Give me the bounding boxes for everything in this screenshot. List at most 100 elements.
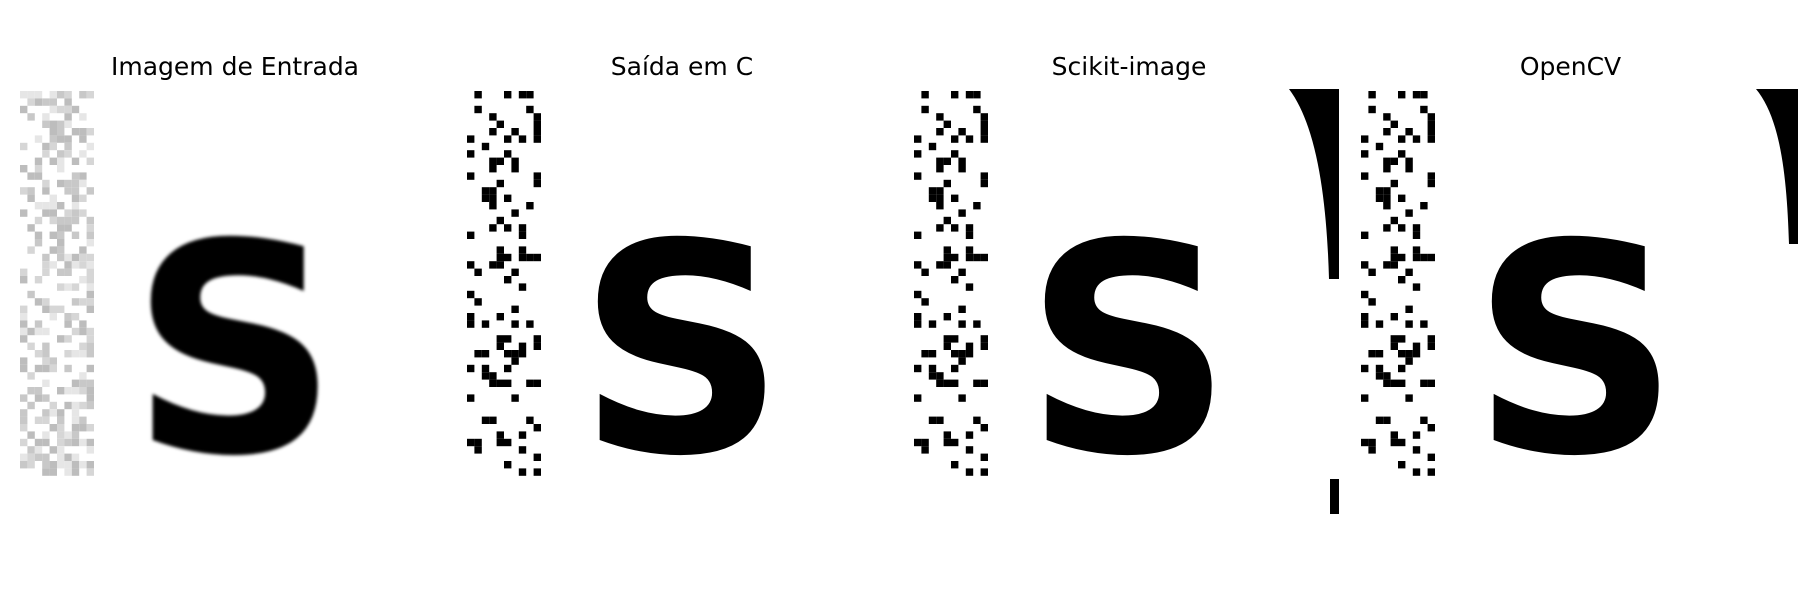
noise-pixel bbox=[481, 416, 490, 424]
noise-pixel bbox=[1427, 113, 1435, 121]
noise-pixel bbox=[86, 216, 94, 225]
noise-pixel bbox=[79, 91, 87, 99]
noise-pixel bbox=[958, 165, 966, 173]
noise-pixel bbox=[1361, 261, 1369, 269]
noise-pixel bbox=[504, 135, 512, 143]
noise-pixel bbox=[1375, 350, 1384, 358]
noise-pixel bbox=[57, 202, 65, 210]
noise-pixel bbox=[49, 98, 57, 106]
noise-pixel bbox=[1412, 468, 1421, 476]
noise-pixel bbox=[474, 298, 482, 306]
noise-pixel bbox=[951, 438, 959, 447]
noise-pixel bbox=[496, 313, 504, 321]
noise-pixel bbox=[34, 276, 43, 284]
noise-pixel bbox=[951, 253, 959, 262]
noise-pixel bbox=[1368, 105, 1376, 114]
noise-pixel bbox=[20, 209, 28, 217]
noise-pixel bbox=[951, 364, 959, 373]
noise-pixel bbox=[27, 453, 35, 461]
noise-pixel bbox=[34, 231, 43, 239]
noise-pixel bbox=[958, 268, 966, 276]
noise-pixel bbox=[481, 372, 490, 380]
noise-pixel bbox=[49, 461, 57, 469]
noise-pixel bbox=[34, 298, 43, 306]
noise-pixel bbox=[936, 372, 944, 380]
noise-pixel bbox=[57, 253, 65, 262]
noise-pixel bbox=[1383, 416, 1391, 424]
noise-pixel bbox=[973, 253, 981, 262]
noise-pixel bbox=[64, 335, 72, 343]
noise-pixel bbox=[489, 261, 497, 269]
noise-pixel bbox=[64, 179, 72, 188]
noise-pixel bbox=[1405, 268, 1413, 276]
noise-pixel bbox=[1398, 194, 1406, 202]
noise-pixel bbox=[481, 364, 490, 373]
noise-pixel bbox=[49, 231, 57, 239]
noise-pixel bbox=[1368, 268, 1376, 276]
noise-pixel bbox=[49, 194, 57, 202]
noise-pixel bbox=[42, 416, 50, 424]
noise-pixel bbox=[20, 91, 28, 99]
noise-pixel bbox=[71, 401, 80, 410]
noise-pixel bbox=[958, 394, 966, 402]
noise-pixel bbox=[71, 409, 80, 417]
noise-pixel bbox=[86, 446, 94, 454]
noise-pixel bbox=[936, 416, 944, 424]
noise-pixel bbox=[1420, 202, 1428, 210]
noise-pixel bbox=[958, 157, 966, 165]
noise-pixel bbox=[973, 91, 981, 99]
noise-pixel bbox=[57, 105, 65, 114]
noise-pixel bbox=[27, 387, 35, 395]
noise-pixel bbox=[496, 431, 504, 439]
noise-pixel bbox=[57, 283, 65, 291]
noise-pixel bbox=[27, 290, 35, 299]
noise-pixel bbox=[1368, 446, 1376, 454]
noise-column bbox=[914, 91, 988, 476]
noise-pixel bbox=[71, 172, 80, 180]
noise-pixel bbox=[79, 246, 87, 254]
noise-pixel bbox=[1427, 172, 1435, 180]
noise-pixel bbox=[1390, 179, 1398, 188]
noise-pixel bbox=[936, 194, 944, 202]
noise-pixel bbox=[526, 379, 534, 387]
noise-pixel bbox=[1427, 179, 1435, 188]
noise-pixel bbox=[27, 91, 35, 99]
noise-pixel bbox=[1398, 438, 1406, 447]
noise-pixel bbox=[79, 172, 87, 180]
noise-pixel bbox=[481, 350, 490, 358]
noise-pixel bbox=[20, 142, 28, 151]
noise-pixel bbox=[49, 305, 57, 313]
noise-pixel bbox=[518, 246, 527, 254]
noise-pixel bbox=[1398, 350, 1406, 358]
noise-pixel bbox=[57, 165, 65, 173]
noise-pixel bbox=[34, 364, 43, 373]
noise-pixel bbox=[1368, 438, 1376, 447]
noise-pixel bbox=[42, 305, 50, 313]
noise-pixel bbox=[958, 320, 966, 328]
noise-pixel bbox=[504, 253, 512, 262]
noise-column bbox=[20, 91, 94, 476]
noise-column bbox=[1361, 91, 1435, 476]
noise-pixel bbox=[1361, 231, 1369, 239]
noise-pixel bbox=[42, 120, 50, 128]
noise-pixel bbox=[34, 135, 43, 143]
noise-pixel bbox=[42, 98, 50, 106]
noise-pixel bbox=[71, 468, 80, 476]
noise-pixel bbox=[533, 179, 541, 188]
noise-pixel bbox=[79, 461, 87, 469]
noise-pixel bbox=[1390, 431, 1398, 439]
noise-pixel bbox=[1398, 150, 1406, 158]
noise-pixel bbox=[980, 379, 988, 387]
noise-pixel bbox=[481, 194, 490, 202]
noise-pixel bbox=[943, 216, 951, 225]
noise-pixel bbox=[504, 379, 512, 387]
noise-pixel bbox=[49, 216, 57, 225]
noise-pixel bbox=[49, 135, 57, 143]
noise-pixel bbox=[64, 135, 72, 143]
noise-pixel bbox=[20, 394, 28, 402]
noise-pixel bbox=[79, 327, 87, 336]
noise-pixel bbox=[928, 194, 937, 202]
noise-pixel bbox=[504, 91, 512, 99]
noise-pixel bbox=[71, 261, 80, 269]
noise-pixel bbox=[20, 409, 28, 417]
